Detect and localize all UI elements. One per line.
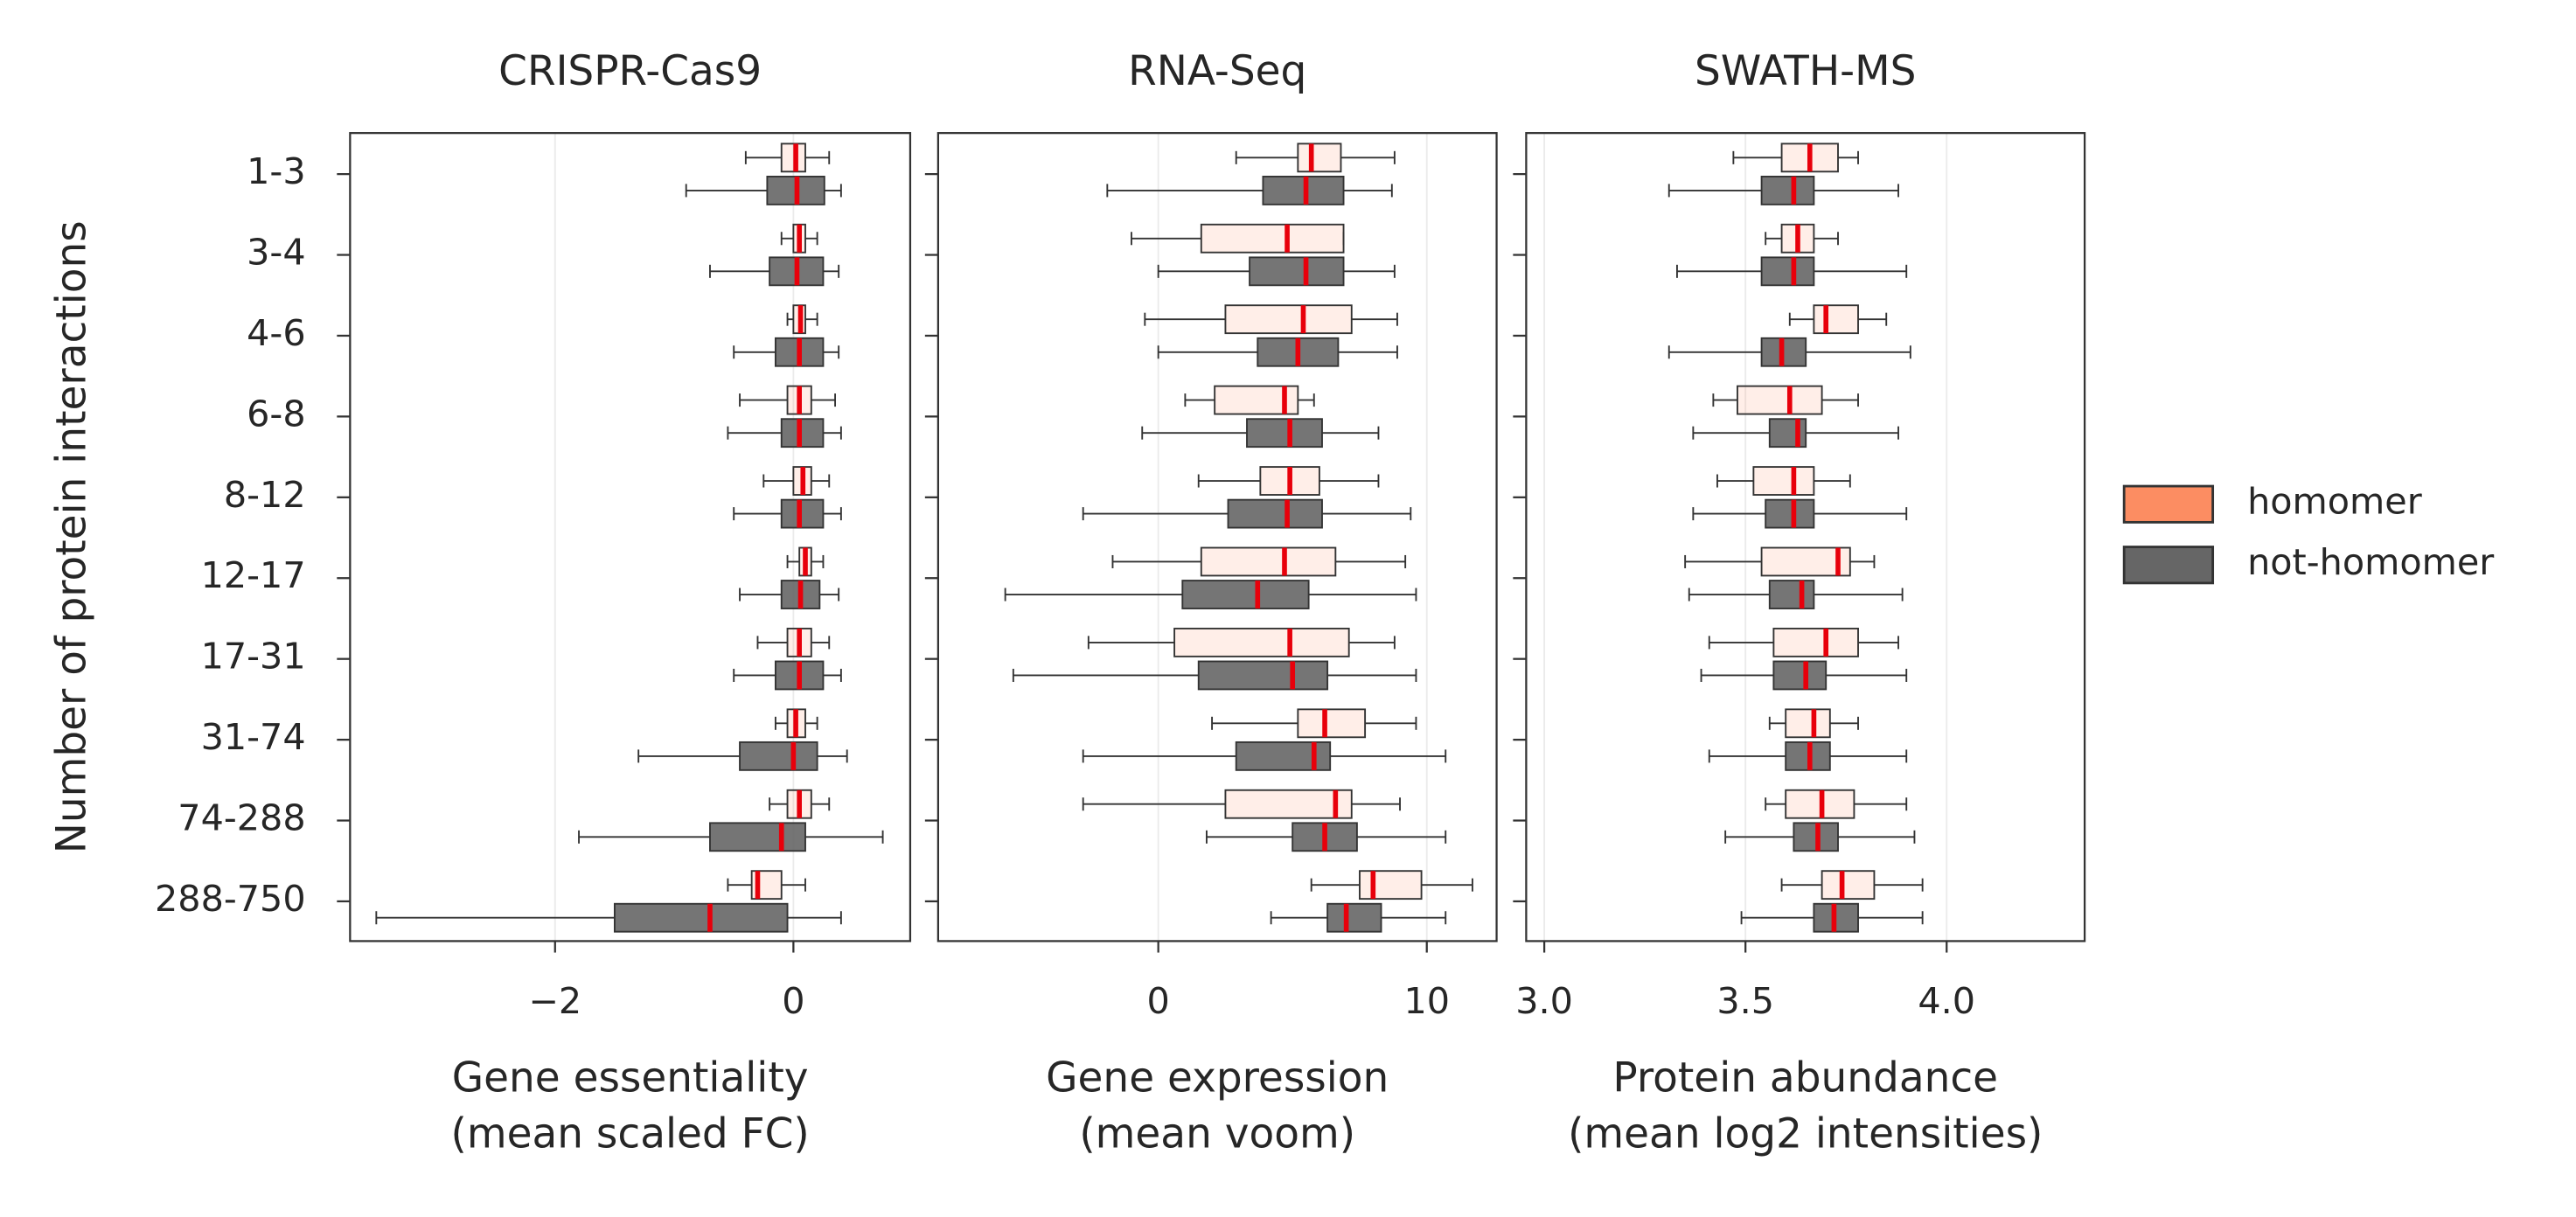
legend-swatch bbox=[2122, 484, 2215, 524]
box bbox=[780, 418, 825, 449]
box bbox=[1785, 708, 1831, 739]
box bbox=[1181, 580, 1310, 609]
box bbox=[1752, 466, 1815, 496]
box bbox=[1359, 870, 1423, 901]
box bbox=[1765, 498, 1815, 529]
box bbox=[709, 822, 806, 852]
box bbox=[1813, 304, 1859, 335]
x-axis-label: Gene essentiality bbox=[452, 1054, 809, 1102]
panel-title: RNA-Seq bbox=[1128, 47, 1306, 95]
box bbox=[1200, 223, 1345, 254]
box bbox=[1227, 498, 1323, 529]
box bbox=[1246, 418, 1323, 449]
box bbox=[739, 741, 818, 771]
y-axis-label: Number of protein interactions bbox=[47, 220, 95, 853]
x-tick-label: 3.5 bbox=[1716, 980, 1774, 1022]
box bbox=[1200, 546, 1337, 577]
box bbox=[1760, 546, 1851, 577]
panel-title: SWATH-MS bbox=[1695, 47, 1916, 95]
x-axis-label: Gene expression bbox=[1046, 1054, 1389, 1102]
box bbox=[1768, 580, 1815, 609]
panel-frame bbox=[1525, 132, 2086, 942]
box bbox=[1326, 902, 1382, 933]
legend-label: homomer bbox=[2247, 481, 2422, 523]
box bbox=[1760, 256, 1815, 287]
y-tick-label: 288-750 bbox=[155, 878, 306, 920]
box bbox=[1197, 660, 1329, 691]
panel-title: CRISPR-Cas9 bbox=[498, 47, 762, 95]
panel-frame bbox=[349, 132, 912, 942]
legend-label: not-homomer bbox=[2247, 541, 2494, 583]
y-tick-label: 31-74 bbox=[201, 716, 306, 758]
x-tick-label: −2 bbox=[528, 980, 581, 1022]
box bbox=[1173, 627, 1350, 657]
x-tick-label: 0 bbox=[782, 980, 804, 1022]
box bbox=[1224, 789, 1353, 819]
x-tick-label: 0 bbox=[1147, 980, 1170, 1022]
panel-frame bbox=[936, 132, 1498, 942]
box bbox=[1297, 708, 1367, 739]
x-tick-label: 4.0 bbox=[1918, 980, 1975, 1022]
y-tick-label: 8-12 bbox=[224, 474, 306, 516]
y-tick-label: 74-288 bbox=[178, 797, 305, 839]
box bbox=[1262, 176, 1345, 205]
box bbox=[1737, 385, 1823, 415]
box bbox=[1821, 870, 1876, 901]
x-tick-label: 10 bbox=[1403, 980, 1450, 1022]
box bbox=[1760, 176, 1815, 205]
box bbox=[1249, 256, 1345, 287]
y-tick-label: 12-17 bbox=[201, 554, 306, 596]
box bbox=[1768, 418, 1807, 449]
y-tick-label: 1-3 bbox=[247, 150, 305, 192]
x-axis-label: (mean voom) bbox=[1079, 1109, 1355, 1158]
x-axis-label: (mean log2 intensities) bbox=[1568, 1109, 2043, 1158]
box bbox=[613, 902, 789, 933]
x-axis-label: (mean scaled FC) bbox=[451, 1109, 810, 1158]
legend-swatch bbox=[2122, 546, 2215, 585]
y-tick-label: 17-31 bbox=[201, 636, 306, 678]
y-tick-label: 3-4 bbox=[247, 232, 305, 274]
box bbox=[1297, 143, 1342, 173]
box bbox=[780, 498, 825, 529]
x-tick-label: 3.0 bbox=[1515, 980, 1573, 1022]
box bbox=[1772, 627, 1859, 657]
x-axis-label: Protein abundance bbox=[1612, 1054, 1998, 1102]
box bbox=[1224, 304, 1353, 335]
box bbox=[1772, 660, 1828, 691]
y-tick-label: 6-8 bbox=[247, 393, 305, 435]
y-tick-label: 4-6 bbox=[247, 312, 305, 354]
